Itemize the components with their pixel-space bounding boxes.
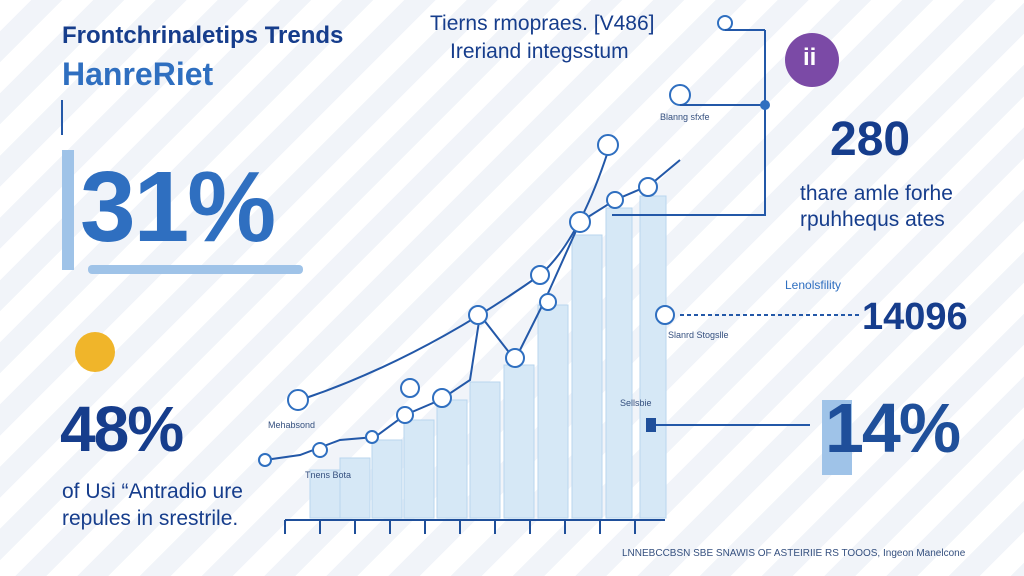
subtitle: HanreRiet (62, 56, 214, 92)
badge-circle (785, 33, 839, 87)
stat-caption: rpuhhequs ates (800, 208, 945, 231)
bar (469, 381, 501, 519)
footer: LNNEBCCBSN SBE SNAWIS OF ASTEIRIIE RS TO… (622, 548, 966, 559)
chart-label: Mehabsond (268, 420, 316, 430)
stat-value: 14096 (862, 296, 968, 338)
top-note: Ireriand integsstum (450, 40, 629, 63)
connectors (61, 29, 860, 426)
chart-label: Slanrd Stogslle (668, 330, 729, 340)
stat-caption: thare amle forhe (800, 182, 953, 205)
stat-label: Lenolsfility (785, 278, 842, 292)
bar (309, 469, 341, 519)
stat-value: 31% (80, 151, 276, 263)
stat-caption: of Usi “Antradio ure (62, 480, 243, 503)
axis-ticks (284, 520, 636, 534)
bars (309, 195, 667, 519)
bar (605, 207, 633, 519)
bar (436, 399, 468, 519)
dots (62, 150, 852, 475)
badge-text: ii (803, 44, 817, 71)
bar (339, 457, 371, 519)
chart-label: Sellsbie (620, 398, 652, 408)
nodes (258, 15, 733, 467)
bar (503, 364, 535, 519)
title: Frontchrinaletips Trends (62, 22, 344, 49)
stat-value: 14% (825, 389, 961, 467)
stat-caption: repules in srestrile. (62, 507, 239, 530)
bar (537, 304, 569, 519)
trend-line (299, 144, 611, 401)
bar (639, 195, 667, 519)
stat-value: 48% (60, 393, 184, 465)
chart-label: Blanng sfxfe (660, 112, 710, 122)
stat-value: 280 (830, 113, 911, 166)
top-note: Tierns rmopraes. [V486] (430, 12, 655, 35)
chart-label: Tnens Bota (305, 470, 352, 480)
axis (284, 519, 665, 534)
coin-icon (75, 332, 115, 372)
bar (371, 439, 403, 519)
bar (571, 234, 603, 519)
bar (403, 419, 435, 519)
